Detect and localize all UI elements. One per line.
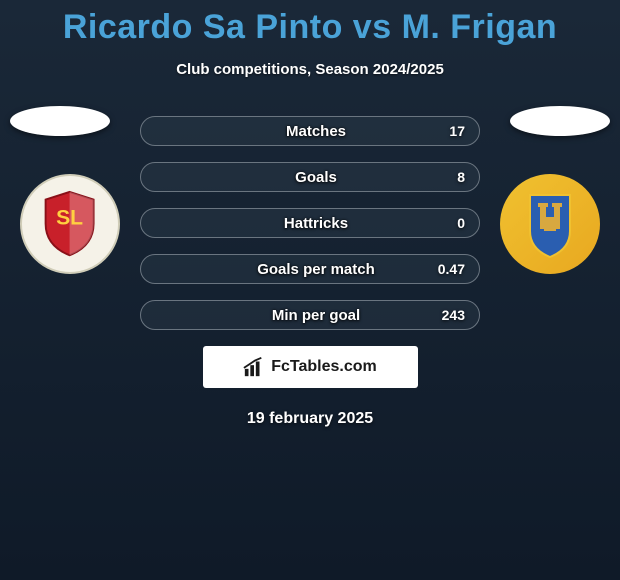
stat-label: Goals <box>295 169 337 186</box>
club-badge-left: SL <box>20 174 120 274</box>
stat-label: Goals per match <box>257 261 375 278</box>
stat-value-right: 0.47 <box>438 261 465 277</box>
brand-box[interactable]: FcTables.com <box>203 346 418 388</box>
stat-row-gpm: Goals per match 0.47 <box>140 254 480 284</box>
stat-label: Hattricks <box>284 215 348 232</box>
stat-value-right: 17 <box>449 123 465 139</box>
bar-chart-icon <box>243 356 265 378</box>
shield-icon: SL <box>36 190 103 257</box>
club-badge-right <box>500 174 600 274</box>
comparison-subtitle: Club competitions, Season 2024/2025 <box>0 61 620 78</box>
stat-value-right: 8 <box>457 169 465 185</box>
date-text: 19 february 2025 <box>0 410 620 428</box>
stat-row-goals: Goals 8 <box>140 162 480 192</box>
content-area: SL Matches 17 Goals 8 Hattricks 0 <box>0 116 620 428</box>
stats-list: Matches 17 Goals 8 Hattricks 0 Goals per… <box>140 116 480 330</box>
stat-value-right: 243 <box>442 307 465 323</box>
comparison-title: Ricardo Sa Pinto vs M. Frigan <box>0 0 620 47</box>
brand-text: FcTables.com <box>271 358 377 376</box>
svg-text:SL: SL <box>57 207 84 230</box>
stat-value-right: 0 <box>457 215 465 231</box>
player-right-avatar <box>510 106 610 136</box>
stat-row-mpg: Min per goal 243 <box>140 300 480 330</box>
stat-label: Matches <box>286 123 346 140</box>
player-left-avatar <box>10 106 110 136</box>
stat-row-hattricks: Hattricks 0 <box>140 208 480 238</box>
stat-row-matches: Matches 17 <box>140 116 480 146</box>
stat-label: Min per goal <box>272 307 360 324</box>
castle-shield-icon <box>515 189 585 259</box>
